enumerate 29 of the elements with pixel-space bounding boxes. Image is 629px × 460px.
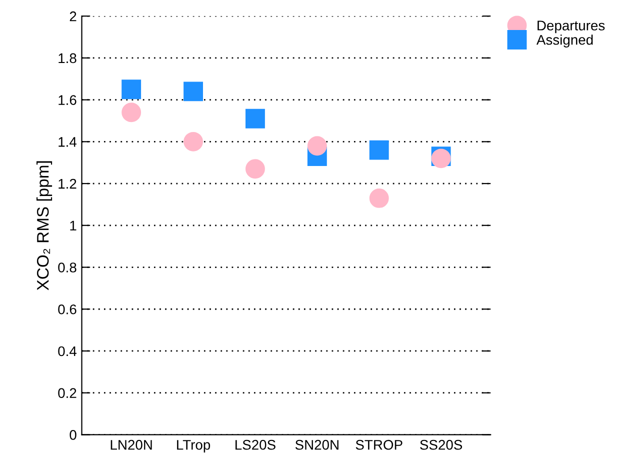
point	[122, 102, 142, 122]
y-tick-label: 0.8	[58, 262, 76, 272]
y-tick-label: 1.6	[58, 95, 76, 105]
x-tick-label: SS20S	[420, 440, 462, 450]
point	[369, 140, 389, 160]
point	[184, 132, 203, 152]
x-tick-label: STROP	[356, 440, 402, 450]
point	[122, 80, 142, 100]
x-tick-label: LN20N	[110, 440, 152, 450]
y-tick-label: 0.6	[58, 304, 76, 314]
y-tick-label: 1.8	[58, 53, 76, 64]
legend-label: Departures	[538, 20, 605, 34]
x-tick-label: LS20S	[236, 440, 276, 450]
x-tick-label: LTrop	[177, 440, 210, 453]
point	[307, 136, 327, 156]
point	[184, 82, 203, 102]
y-tick-label: 0.2	[58, 388, 76, 398]
x-tick-label: SN20N	[295, 440, 338, 450]
point	[369, 188, 389, 208]
point	[246, 159, 265, 179]
y-tick-label: 1	[70, 220, 76, 230]
y-tick-label: 0	[70, 430, 76, 440]
y-axis-title: XCO₂ RMS [ppm]	[36, 161, 52, 290]
y-tick-label: 2	[70, 11, 76, 22]
point	[246, 108, 265, 128]
legend-label: Assigned	[536, 34, 593, 48]
y-tick-label: 1.4	[58, 137, 77, 147]
y-tick-label: 0.4	[58, 346, 77, 356]
y-tick-label: 1.2	[58, 178, 76, 189]
